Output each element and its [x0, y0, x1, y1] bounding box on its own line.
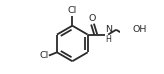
Text: OH: OH	[133, 25, 147, 34]
Text: Cl: Cl	[68, 6, 77, 15]
Text: O: O	[89, 14, 96, 23]
Text: H: H	[105, 35, 111, 44]
Text: Cl: Cl	[39, 51, 49, 60]
Text: N: N	[105, 25, 113, 34]
